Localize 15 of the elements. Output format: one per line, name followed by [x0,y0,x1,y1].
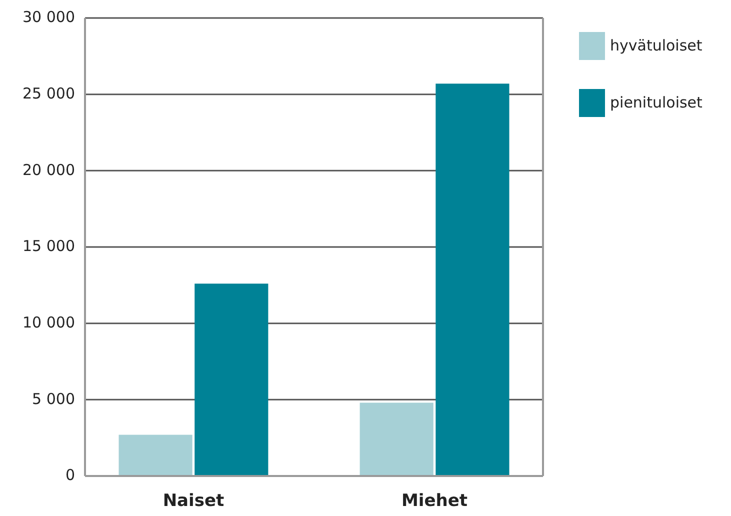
bar [436,84,510,476]
x-tick-label: Naiset [162,491,224,511]
bar [194,284,268,476]
x-tick-label: Miehet [402,491,468,511]
y-tick-label: 5 000 [32,390,75,408]
y-tick-label: 30 000 [22,8,75,26]
y-tick-label: 10 000 [22,313,75,332]
y-tick-label: 15 000 [22,237,75,256]
y-tick-label: 20 000 [22,160,75,179]
bar [118,434,192,476]
y-tick-label: 25 000 [22,84,75,102]
legend-label: pienituloiset [610,94,703,112]
legend-label: hyvätuloiset [610,36,702,55]
y-tick-label: 0 [65,466,75,484]
bar [360,402,434,476]
